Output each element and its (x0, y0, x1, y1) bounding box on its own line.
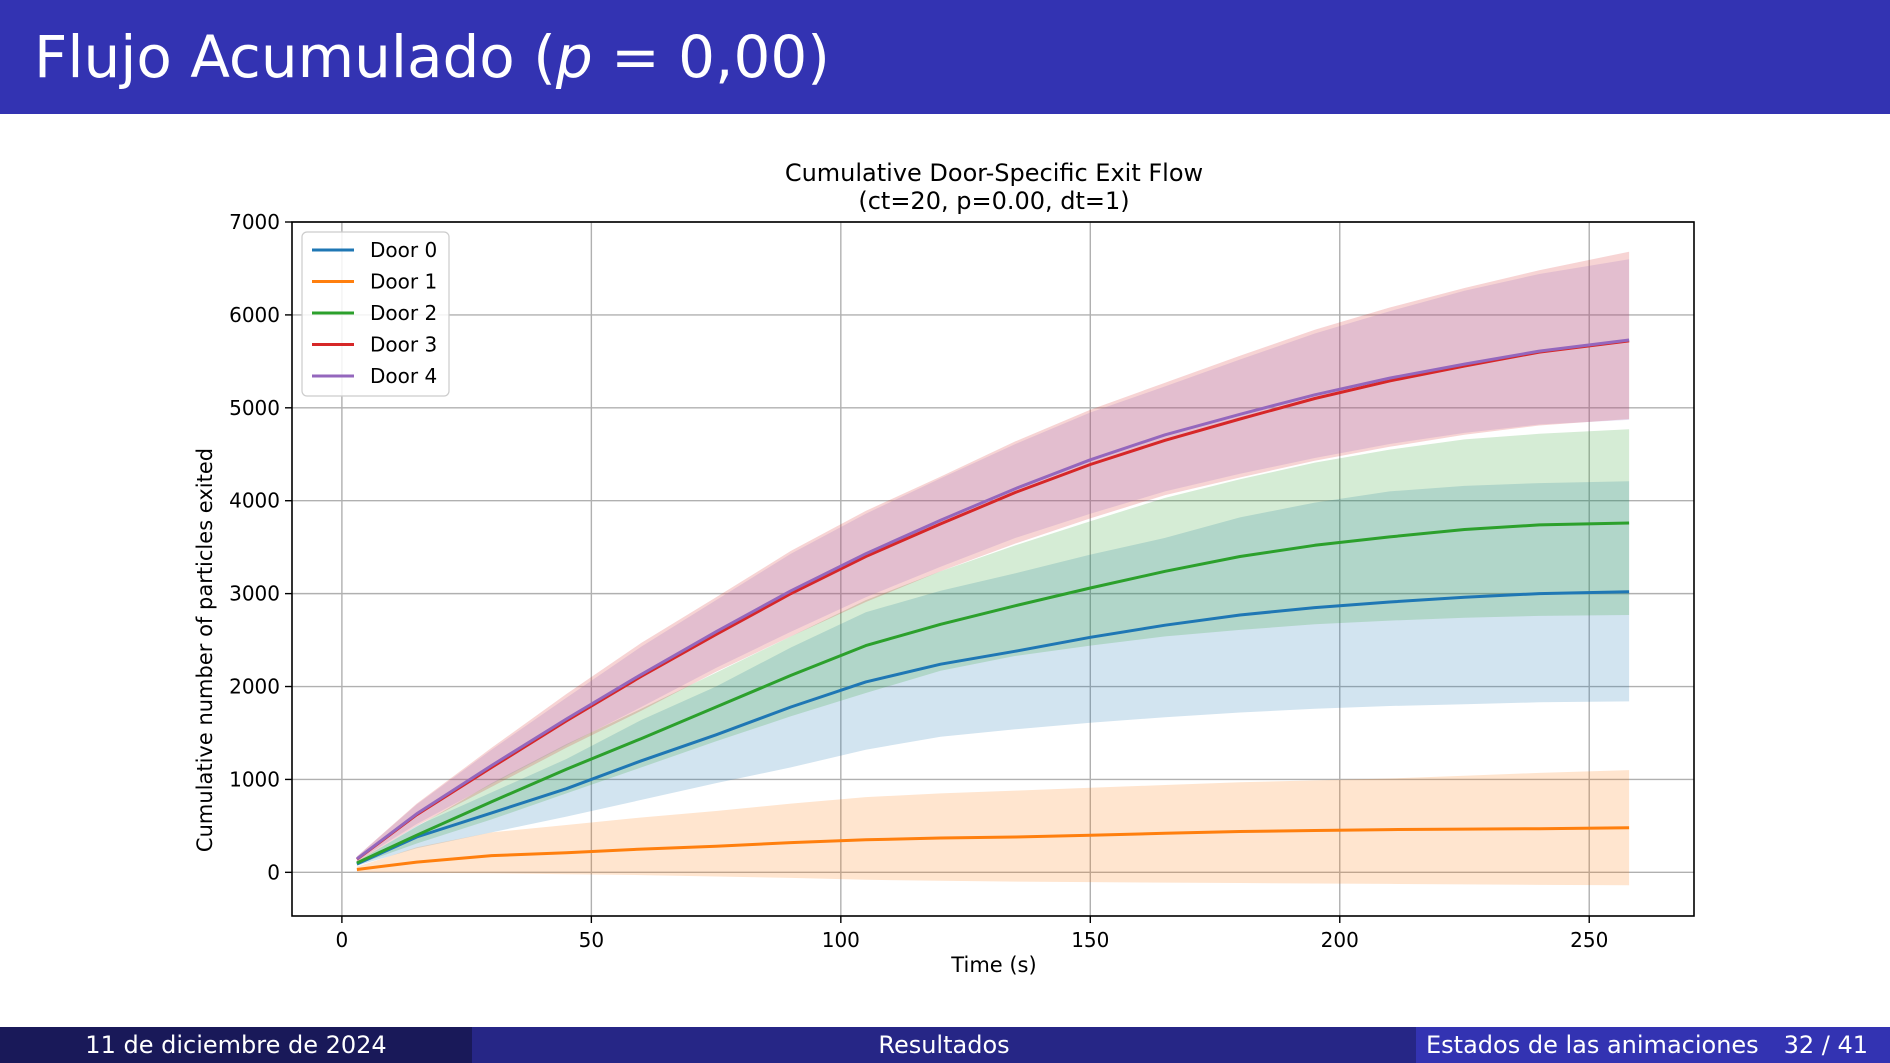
slide-title-variable: p (555, 23, 593, 91)
door-3-line (356, 339, 1630, 861)
x-tick-label: 150 (1071, 928, 1109, 952)
slide-title-suffix: = 0,00) (592, 23, 830, 91)
chart-title: Cumulative Door-Specific Exit Flow (785, 159, 1203, 187)
footer-section-text: Resultados (878, 1031, 1010, 1059)
legend-label-door-3: Door 3 (370, 333, 437, 357)
chart-subtitle: (ct=20, p=0.00, dt=1) (858, 187, 1129, 215)
footer-section: Resultados (472, 1027, 1416, 1063)
slide-footer: 11 de diciembre de 2024 Resultados Estad… (0, 1027, 1890, 1063)
door-0-line (356, 590, 1630, 866)
door-2-band (356, 429, 1630, 865)
footer-date-text: 11 de diciembre de 2024 (85, 1031, 387, 1059)
slide-title-prefix: Flujo Acumulado ( (34, 23, 556, 91)
legend-label-door-2: Door 2 (370, 301, 437, 325)
y-tick-label: 5000 (229, 396, 280, 420)
footer-subsection-text: Estados de las animaciones (1426, 1031, 1759, 1059)
x-tick-label: 200 (1321, 928, 1359, 952)
legend-items: Door 0 Door 1 Door 2 Door 3 Door 4 (312, 238, 437, 388)
x-tick-label: 250 (1570, 928, 1608, 952)
axis-ticks: 0 50 100 150 200 250 0 1000 2000 3000 4000 5000 6000… (229, 210, 1608, 952)
footer-right: Estados de las animaciones 32 / 41 (1416, 1027, 1890, 1063)
door-4-line (355, 338, 1630, 861)
x-tick-label: 100 (822, 928, 860, 952)
y-tick-label: 6000 (229, 303, 280, 327)
legend-label-door-1: Door 1 (370, 270, 437, 294)
door-1-line (356, 826, 1630, 871)
x-tick-label: 50 (579, 928, 604, 952)
footer-date: 11 de diciembre de 2024 (0, 1027, 472, 1063)
series-lines (355, 338, 1630, 871)
x-axis-label: Time (s) (950, 953, 1036, 977)
door-1-band (356, 770, 1630, 886)
door-0-band (356, 481, 1630, 866)
door-3-band (356, 251, 1630, 863)
door-4-band (356, 259, 1630, 862)
y-tick-label: 1000 (229, 767, 280, 791)
y-tick-label: 7000 (229, 210, 280, 234)
y-axis-label: Cumulative number of particles exited (193, 448, 217, 852)
slide-title: Flujo Acumulado (p = 0,00) (34, 24, 830, 90)
page-number: 32 / 41 (1783, 1031, 1868, 1059)
y-tick-label: 4000 (229, 489, 280, 513)
legend-box (301, 231, 450, 397)
y-tick-label: 2000 (229, 675, 280, 699)
x-tick-label: 0 (336, 928, 349, 952)
plot-frame (291, 221, 1695, 917)
chart-svg: Cumulative Door-Specific Exit Flow (ct=2… (193, 159, 1695, 977)
slide-header: Flujo Acumulado (p = 0,00) (0, 0, 1890, 114)
legend-label-door-4: Door 4 (370, 364, 437, 388)
legend-label-door-0: Door 0 (370, 238, 437, 262)
door-2-line (356, 521, 1630, 865)
y-tick-label: 0 (267, 860, 280, 884)
chart-legend: Door 0 Door 1 Door 2 Door 3 Door 4 (301, 231, 450, 397)
series-bands (356, 251, 1630, 886)
y-tick-label: 3000 (229, 582, 280, 606)
chart-container: Cumulative Door-Specific Exit Flow (ct=2… (0, 114, 1890, 1027)
